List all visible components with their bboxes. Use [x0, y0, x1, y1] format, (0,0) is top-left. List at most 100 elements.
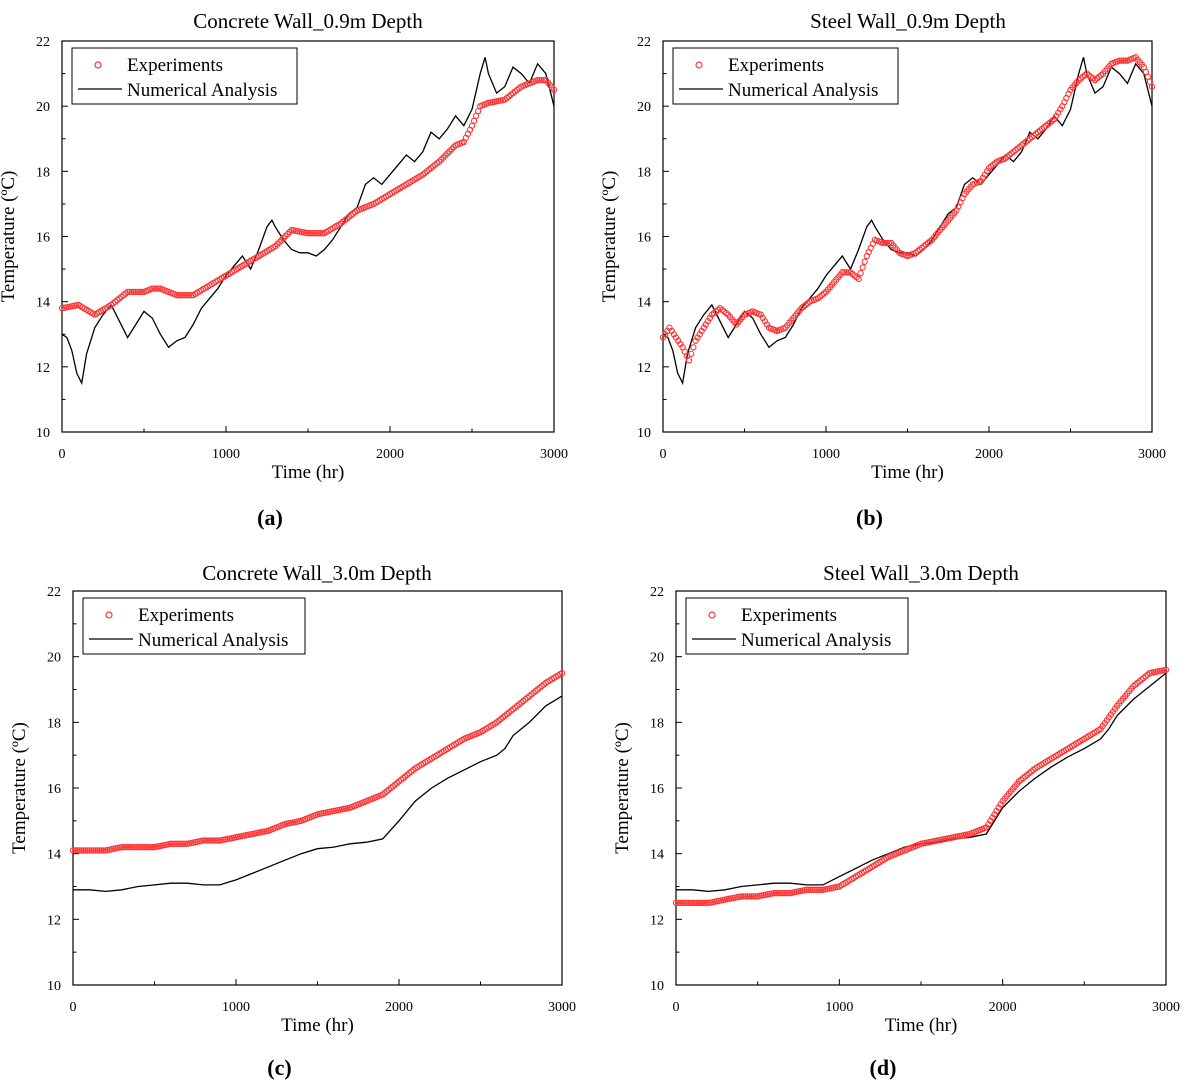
- experiment-point: [167, 840, 174, 847]
- experiment-point: [740, 893, 747, 900]
- experiment-point: [206, 837, 213, 844]
- experiment-point: [82, 847, 89, 854]
- experiment-point: [752, 893, 759, 900]
- experiment-point: [744, 893, 751, 900]
- x-tick-label: 0: [59, 447, 66, 462]
- experiment-point: [212, 837, 219, 844]
- experiment-point: [315, 230, 322, 237]
- experiment-point: [776, 889, 784, 897]
- experiment-point: [202, 837, 209, 844]
- experiment-point: [132, 288, 139, 296]
- legend-numerical-label: Numerical Analysis: [138, 630, 288, 651]
- experiment-point: [208, 837, 215, 844]
- experiment-point: [73, 847, 81, 854]
- experiment-point: [136, 288, 144, 296]
- experiment-point: [672, 899, 680, 907]
- experiment-point: [690, 344, 697, 351]
- experiment-point: [143, 843, 150, 851]
- experiment-point: [785, 889, 792, 897]
- x-tick-label: 3000: [1152, 1000, 1180, 1015]
- experiment-point: [169, 840, 176, 847]
- y-tick-label: 14: [36, 296, 50, 311]
- legend-experiments-label: Experiments: [127, 55, 223, 76]
- legend-numerical-label: Numerical Analysis: [741, 630, 891, 651]
- experiment-point: [685, 899, 692, 907]
- experiment-point: [695, 899, 702, 907]
- experiment-point: [1118, 57, 1125, 64]
- legend-experiments-marker: [94, 61, 102, 69]
- chart-panel-1: Concrete Wall_0.9m Depth 0 1000 2000 3000 10 1…: [0, 9, 568, 530]
- panel-label: (b): [856, 505, 883, 530]
- experiment-point: [688, 350, 695, 357]
- experiment-point: [120, 843, 128, 851]
- experiment-point: [317, 230, 324, 237]
- y-tick-label: 16: [650, 782, 664, 797]
- experiment-point: [313, 230, 320, 237]
- experiment-point: [69, 847, 77, 854]
- experiment-point: [122, 843, 130, 851]
- y-axis-label: Temperature (ºC): [612, 722, 633, 854]
- y-tick-label: 20: [36, 100, 50, 115]
- experiment-point: [859, 264, 866, 271]
- experiment-point: [770, 889, 778, 897]
- experiment-point: [861, 258, 868, 265]
- experiment-point: [98, 847, 105, 854]
- experiment-point: [738, 893, 745, 900]
- panel-label: (a): [257, 505, 283, 530]
- experiment-point: [1122, 57, 1129, 64]
- experiment-point: [857, 270, 864, 277]
- y-tick-label: 14: [650, 848, 664, 863]
- y-tick-label: 10: [36, 426, 50, 441]
- experiment-point: [183, 292, 191, 299]
- x-axis-label: Time (hr): [281, 1015, 354, 1036]
- x-tick-label: 3000: [540, 447, 568, 462]
- y-tick-label: 20: [47, 651, 61, 666]
- experiment-point: [781, 889, 788, 897]
- experiment-point: [774, 889, 782, 897]
- experiment-point: [100, 847, 107, 854]
- experiment-point: [681, 899, 688, 907]
- legend-experiments-label: Experiments: [728, 55, 824, 76]
- experiment-point: [130, 843, 138, 851]
- experiment-point: [699, 899, 706, 907]
- experiment-point: [118, 843, 126, 851]
- experiment-point: [204, 837, 211, 844]
- experiment-point: [88, 847, 95, 854]
- experiment-point: [141, 843, 148, 851]
- chart-title: Concrete Wall_0.9m Depth: [193, 9, 423, 33]
- experiment-point: [815, 886, 823, 893]
- experiment-point: [177, 292, 185, 299]
- experiment-point: [96, 847, 103, 854]
- y-tick-label: 10: [637, 426, 651, 441]
- experiment-point: [691, 899, 698, 907]
- chart-panel-2: Steel Wall_0.9m Depth 0 1000 2000 3000 10 12 14…: [599, 9, 1166, 530]
- experiment-point: [139, 843, 146, 851]
- y-tick-label: 18: [650, 716, 664, 731]
- experiment-point: [811, 886, 818, 893]
- experiment-point: [94, 847, 101, 854]
- y-tick-label: 16: [36, 231, 50, 246]
- experiment-point: [805, 886, 812, 893]
- experiment-point: [813, 886, 821, 893]
- y-tick-label: 18: [36, 165, 50, 180]
- experiment-point: [214, 837, 221, 844]
- y-tick-label: 22: [637, 35, 651, 50]
- legend-numerical-label: Numerical Analysis: [127, 80, 277, 101]
- experiment-point: [843, 269, 850, 276]
- y-tick-label: 20: [650, 651, 664, 666]
- experiment-point: [879, 239, 887, 247]
- experiment-point: [126, 843, 134, 851]
- experiment-point: [783, 889, 790, 897]
- chart-panel-4: Steel Wall_3.0m Depth 0 1000 2000 3000 10 12 14…: [612, 561, 1180, 1080]
- x-tick-label: 3000: [1138, 447, 1166, 462]
- experiment-point: [126, 288, 133, 296]
- experiments-markers: [672, 666, 1170, 907]
- experiment-point: [689, 899, 696, 907]
- experiment-point: [534, 76, 541, 84]
- x-tick-label: 1000: [212, 447, 240, 462]
- y-tick-label: 12: [36, 361, 50, 376]
- experiment-point: [308, 230, 316, 237]
- experiment-point: [536, 76, 543, 84]
- x-tick-label: 0: [660, 447, 667, 462]
- experiment-point: [173, 292, 180, 299]
